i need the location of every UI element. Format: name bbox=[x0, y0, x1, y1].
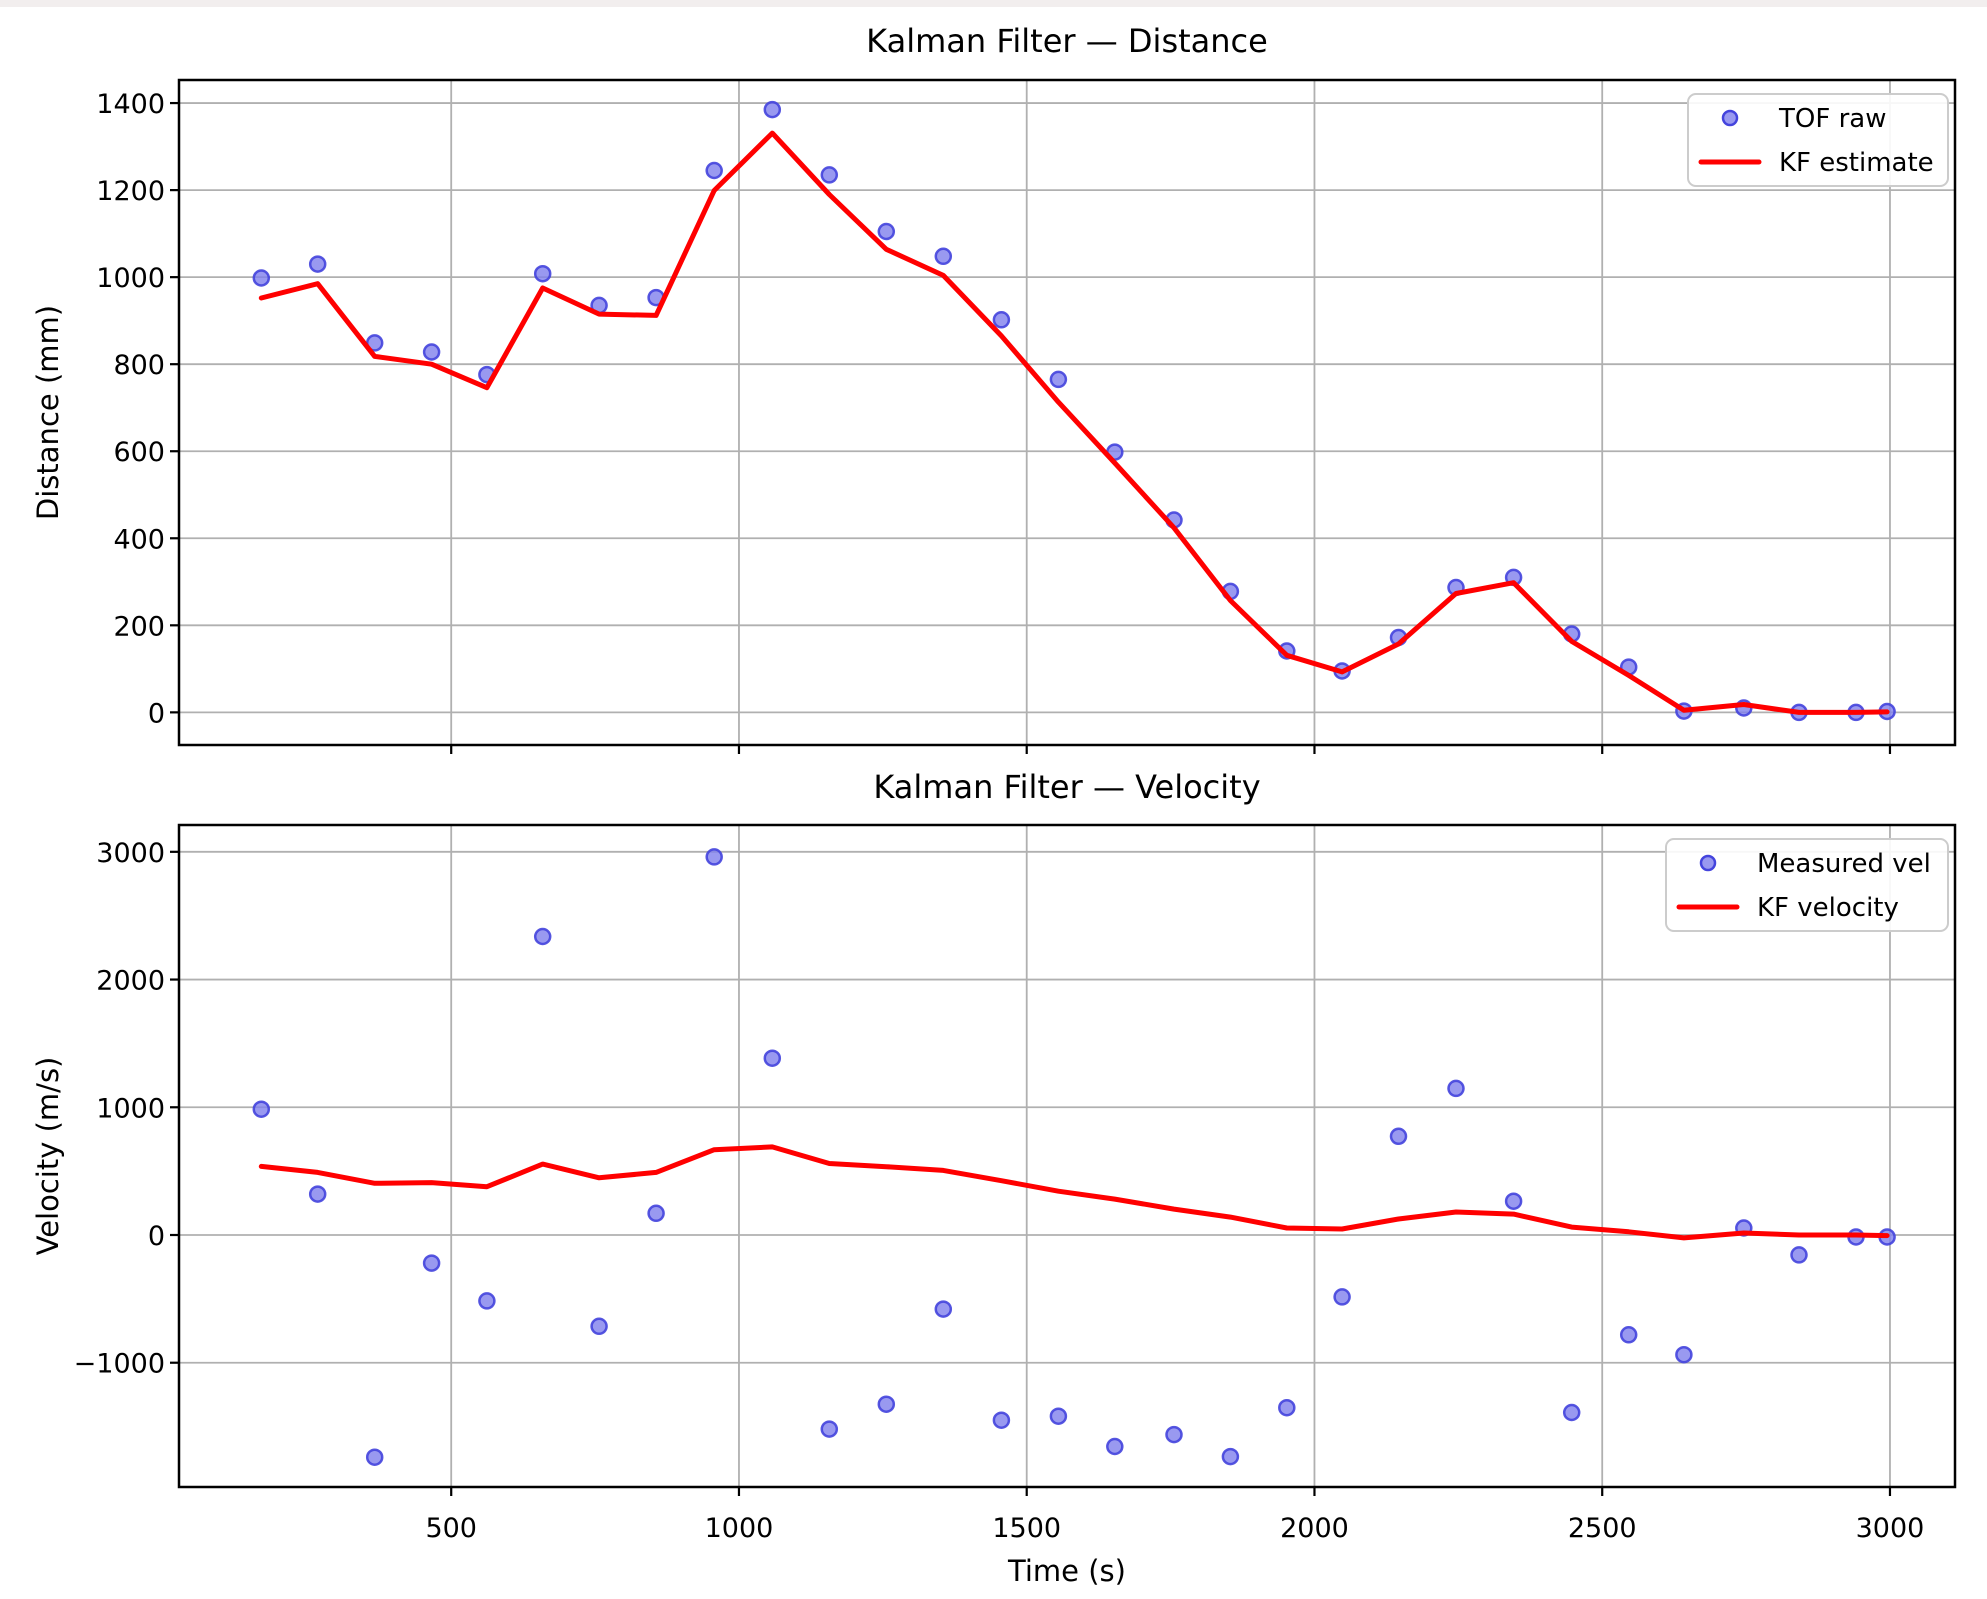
kf-estimate-line bbox=[258, 1144, 1890, 1241]
measurement-point bbox=[820, 166, 839, 184]
x-axis-label: Time (s) bbox=[1007, 1554, 1126, 1588]
measurement-point bbox=[252, 1100, 271, 1118]
measurement-point bbox=[1447, 1079, 1465, 1098]
measurement-point bbox=[1221, 1447, 1240, 1466]
measurement-point bbox=[763, 1049, 782, 1067]
measurement-point bbox=[705, 848, 723, 866]
measurement-point bbox=[252, 269, 271, 287]
y-tick-label: 600 bbox=[113, 437, 165, 468]
measurement-point bbox=[1389, 1127, 1408, 1146]
y-tick-label: 1000 bbox=[96, 263, 165, 294]
measurement-point bbox=[308, 255, 327, 273]
measurement-point bbox=[1675, 1345, 1693, 1364]
legend-label: KF velocity bbox=[1757, 893, 1899, 923]
legend-scatter-marker bbox=[1699, 854, 1717, 872]
y-tick-label: 1400 bbox=[96, 89, 165, 120]
measurement-point bbox=[365, 1448, 384, 1466]
plot-title: Kalman Filter — Velocity bbox=[873, 768, 1260, 806]
measurement-point bbox=[422, 1254, 441, 1272]
measurement-point bbox=[308, 1185, 327, 1203]
measurement-point bbox=[934, 1300, 953, 1318]
y-tick-label: 1000 bbox=[96, 1093, 165, 1124]
measurement-point bbox=[992, 1411, 1011, 1429]
measurement-point bbox=[705, 161, 723, 180]
measurement-point bbox=[422, 343, 441, 361]
legend-label: TOF raw bbox=[1778, 104, 1886, 134]
measurement-point bbox=[1165, 1425, 1183, 1444]
legend-label: KF estimate bbox=[1779, 148, 1934, 178]
measurement-point bbox=[533, 264, 552, 283]
y-axis-label: Distance (mm) bbox=[31, 305, 65, 520]
measurement-point bbox=[992, 311, 1011, 329]
x-tick-label: 2500 bbox=[1568, 1513, 1637, 1544]
measurement-point bbox=[1562, 1403, 1581, 1422]
axes-spines bbox=[177, 78, 1957, 747]
measurement-point bbox=[478, 1292, 496, 1310]
measurement-point bbox=[1049, 370, 1068, 389]
y-tick-label: 0 bbox=[148, 1221, 165, 1252]
measurement-point bbox=[763, 100, 782, 119]
subplot-2: 500 1000 1500 2000 2500 3000 −1000 0 1000 2000 300… bbox=[31, 768, 1957, 1588]
kf-estimate-line bbox=[258, 130, 1890, 715]
subplot-1: 0 200 400 600 800 1000 1200 1400 Kalman Filter —… bbox=[31, 22, 1957, 754]
measurement-point bbox=[533, 927, 552, 946]
measurement-point bbox=[647, 1204, 665, 1223]
measurement-point bbox=[877, 222, 896, 241]
y-tick-label: −1000 bbox=[74, 1349, 165, 1380]
measurement-point bbox=[1619, 1326, 1638, 1344]
legend-label: Measured vel bbox=[1757, 849, 1931, 879]
measurement-point bbox=[877, 1395, 896, 1413]
measurement-point bbox=[820, 1420, 839, 1438]
y-tick-label: 1200 bbox=[96, 176, 165, 207]
legend-scatter-marker bbox=[1721, 109, 1739, 127]
plot-title: Kalman Filter — Distance bbox=[866, 22, 1268, 60]
measurement-point bbox=[1333, 1288, 1351, 1306]
axes-spines bbox=[177, 823, 1957, 1489]
y-tick-label: 200 bbox=[113, 611, 165, 642]
measurement-point bbox=[1278, 1398, 1296, 1417]
y-tick-label: 0 bbox=[148, 698, 165, 729]
measurement-point bbox=[1790, 1246, 1808, 1264]
x-tick-label: 500 bbox=[425, 1513, 477, 1544]
measurement-point bbox=[1106, 1437, 1124, 1456]
x-tick-label: 1000 bbox=[705, 1513, 774, 1544]
window-top-strip bbox=[0, 0, 1987, 7]
measurement-point bbox=[934, 247, 953, 266]
measurement-point bbox=[1504, 1192, 1523, 1210]
y-tick-label: 3000 bbox=[96, 838, 165, 869]
measurement-point bbox=[590, 1317, 608, 1336]
x-tick-label: 3000 bbox=[1856, 1513, 1925, 1544]
y-tick-label: 2000 bbox=[96, 966, 165, 997]
y-axis-label: Velocity (m/s) bbox=[31, 1057, 65, 1256]
y-tick-label: 800 bbox=[113, 350, 165, 381]
x-tick-label: 2000 bbox=[1280, 1513, 1349, 1544]
measurement-point bbox=[1049, 1407, 1068, 1425]
y-tick-label: 400 bbox=[113, 524, 165, 555]
x-tick-label: 1500 bbox=[992, 1513, 1061, 1544]
